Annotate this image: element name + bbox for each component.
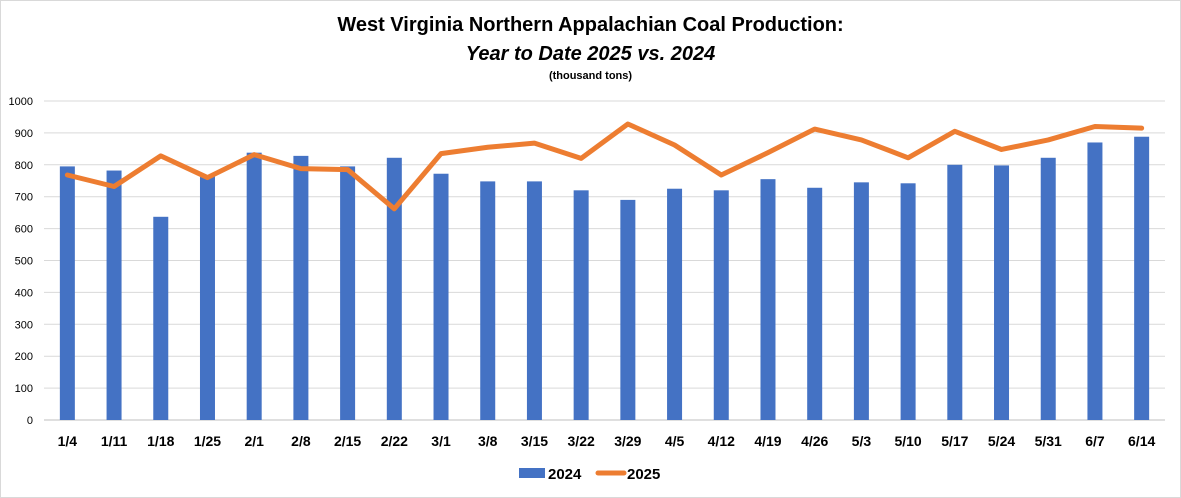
x-tick-label: 6/7 <box>1085 433 1105 449</box>
bar-2024 <box>433 173 449 420</box>
y-tick-label: 800 <box>15 160 33 172</box>
x-tick-label: 6/14 <box>1128 433 1155 449</box>
x-tick-label: 5/31 <box>1035 433 1062 449</box>
bar-2024 <box>1087 142 1103 420</box>
x-tick-label: 5/17 <box>941 433 968 449</box>
unit-label: (thousand tons) <box>548 70 633 82</box>
y-tick-label: 700 <box>15 192 33 204</box>
bar-2024 <box>667 188 683 420</box>
x-tick-label: 2/22 <box>381 433 408 449</box>
bar-2024 <box>807 187 823 420</box>
bar-2024 <box>246 152 262 421</box>
x-tick-label: 2/15 <box>334 433 361 449</box>
y-tick-label: 500 <box>15 256 33 268</box>
legend-label-2025: 2025 <box>627 466 660 483</box>
y-tick-label: 200 <box>15 351 33 363</box>
bar-2024 <box>386 157 402 421</box>
bar-2024 <box>900 183 916 420</box>
x-tick-label: 2/1 <box>244 433 264 449</box>
y-tick-label: 400 <box>15 287 33 299</box>
x-tick-label: 5/10 <box>894 433 921 449</box>
x-tick-label: 1/18 <box>147 433 174 449</box>
legend-swatch-2024 <box>519 468 545 478</box>
x-tick-label: 3/1 <box>431 433 451 449</box>
x-tick-label: 4/5 <box>665 433 685 449</box>
legend-label-2024: 2024 <box>548 466 582 483</box>
x-tick-label: 1/11 <box>101 433 128 449</box>
bar-2024 <box>199 175 215 420</box>
bar-2024 <box>293 155 309 421</box>
bar-2024 <box>153 216 169 420</box>
y-tick-label: 100 <box>15 383 33 395</box>
chart-subtitle: Year to Date 2025 vs. 2024 <box>465 43 716 65</box>
x-tick-label: 2/8 <box>291 433 311 449</box>
bar-2024 <box>59 166 75 420</box>
bar-series-2024 <box>59 136 1150 421</box>
x-tick-label: 3/29 <box>614 433 641 449</box>
x-tick-label: 3/8 <box>478 433 498 449</box>
y-tick-label: 900 <box>15 128 33 140</box>
bar-2024 <box>713 190 729 420</box>
bar-2024 <box>994 165 1010 420</box>
legend: 2024 2025 <box>519 466 660 483</box>
bar-2024 <box>853 182 869 420</box>
x-tick-label: 5/24 <box>988 433 1015 449</box>
x-tick-label: 1/25 <box>194 433 221 449</box>
x-tick-label: 4/12 <box>708 433 735 449</box>
y-tick-label: 600 <box>15 224 33 236</box>
bar-2024 <box>947 164 963 420</box>
line-2025 <box>64 121 1145 212</box>
x-tick-label: 3/22 <box>568 433 595 449</box>
x-tick-label: 4/19 <box>754 433 781 449</box>
y-tick-label: 300 <box>15 319 33 331</box>
bar-2024 <box>573 190 589 420</box>
line-series-2025 <box>64 121 1145 212</box>
bar-2024 <box>760 179 776 420</box>
x-axis-ticks: 1/4 1/11 1/18 1/25 2/1 2/8 2/15 2/22 3/1 3/8 3/15 3… <box>58 433 1156 449</box>
x-tick-label: 1/4 <box>58 433 78 449</box>
x-tick-label: 4/26 <box>801 433 828 449</box>
bar-2024 <box>1040 157 1056 421</box>
bar-2024 <box>1134 136 1150 420</box>
bar-2024 <box>620 199 636 420</box>
y-tick-label: 0 <box>27 415 33 427</box>
bar-2024 <box>480 181 496 420</box>
x-tick-label: 3/15 <box>521 433 548 449</box>
bar-2024 <box>340 166 356 420</box>
x-tick-label: 5/3 <box>852 433 872 449</box>
bar-2024 <box>106 170 122 420</box>
y-tick-label: 1000 <box>9 96 33 108</box>
y-axis-ticks: 0 100 200 300 400 500 600 700 800 900 1000 <box>9 96 33 427</box>
bar-2024 <box>526 181 542 420</box>
chart-title: West Virginia Northern Appalachian Coal … <box>337 14 844 36</box>
